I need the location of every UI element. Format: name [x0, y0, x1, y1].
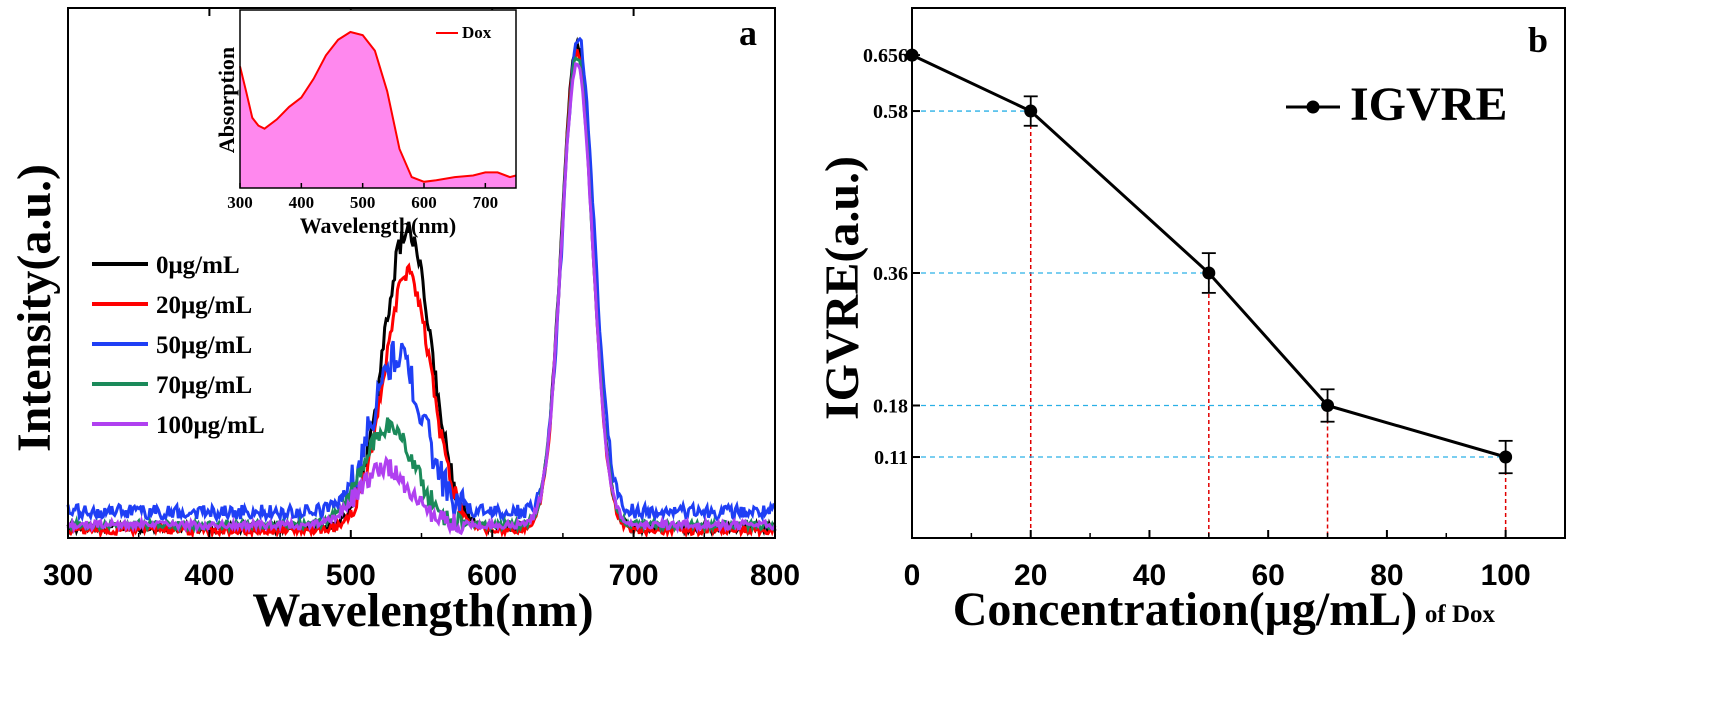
x-tick-label-b: 40 — [1133, 559, 1166, 592]
x-axis-title-a: Wavelength(nm) — [252, 584, 593, 637]
x-axis-title-suffix-b: of Dox — [1425, 601, 1496, 628]
panel-letter-b: b — [1528, 20, 1548, 60]
y-axis-title-a: Intensity(a.u.) — [8, 164, 61, 452]
inset-frame — [239, 9, 517, 189]
panel-a: 300 400 500 600 700 800 Wavelength(nm) Intensit… — [8, 7, 800, 637]
series-line-4 — [66, 62, 777, 536]
x-tick-label-a: 700 — [609, 559, 659, 592]
y-tick-label-b: 0.58 — [873, 101, 908, 123]
data-point — [1024, 104, 1038, 118]
x-tick-label-a: 500 — [326, 559, 376, 592]
legend-label-igvre: IGVRE — [1350, 78, 1507, 131]
x-axis-title-b: Concentration(μg/mL) — [953, 583, 1417, 636]
y-axis-title-b: IGVRE(a.u.) — [816, 156, 869, 420]
legend-label-1: 20μg/mL — [156, 292, 252, 319]
inset-x-tick-label: 500 — [350, 193, 376, 212]
y-tick-label-b: 0.36 — [873, 263, 908, 285]
inset-legend-label: Dox — [462, 23, 492, 42]
inset-area-fill — [240, 32, 516, 188]
legend-label-3: 70μg/mL — [156, 372, 252, 399]
x-tick-label-b: 20 — [1014, 559, 1047, 592]
series-line-2 — [66, 36, 776, 525]
panel-b: 0 20 40 60 80 100 0.11 0.18 0.36 0.58 0.656 Concent… — [816, 7, 1566, 636]
inset-x-tick-label: 700 — [473, 193, 499, 212]
legend-marker-igvre — [1306, 100, 1320, 114]
x-tick-label-a: 800 — [750, 559, 800, 592]
x-tick-label-b: 80 — [1370, 559, 1403, 592]
y-tick-label-b: 0.11 — [874, 447, 908, 469]
legend-label-2: 50μg/mL — [156, 332, 252, 359]
x-tick-label-b: 100 — [1481, 559, 1531, 592]
inset-chart: 300 400 500 600 700 Wavelength(nm) Absorption D… — [214, 9, 517, 238]
data-point — [1321, 399, 1335, 412]
data-point — [1202, 266, 1216, 280]
x-tick-label-a: 300 — [43, 559, 93, 592]
inset-x-tick-label: 300 — [227, 193, 253, 212]
inset-x-axis-title: Wavelength(nm) — [300, 213, 456, 238]
inset-y-axis-title: Absorption — [214, 47, 239, 153]
x-tick-label-b: 60 — [1251, 559, 1284, 592]
panel-letter-a: a — [739, 13, 757, 53]
legend-label-4: 100μg/mL — [156, 412, 265, 439]
x-tick-label-b: 0 — [904, 559, 921, 592]
inset-x-tick-label: 400 — [289, 193, 315, 212]
inset-series-line — [239, 30, 517, 183]
x-tick-label-a: 400 — [184, 559, 234, 592]
y-tick-label-b: 0.656 — [863, 45, 908, 67]
data-point — [1499, 450, 1513, 464]
y-tick-label-b: 0.18 — [873, 396, 908, 418]
legend-label-0: 0μg/mL — [156, 252, 240, 279]
inset-x-tick-label: 600 — [411, 193, 437, 212]
x-tick-label-a: 600 — [467, 559, 517, 592]
